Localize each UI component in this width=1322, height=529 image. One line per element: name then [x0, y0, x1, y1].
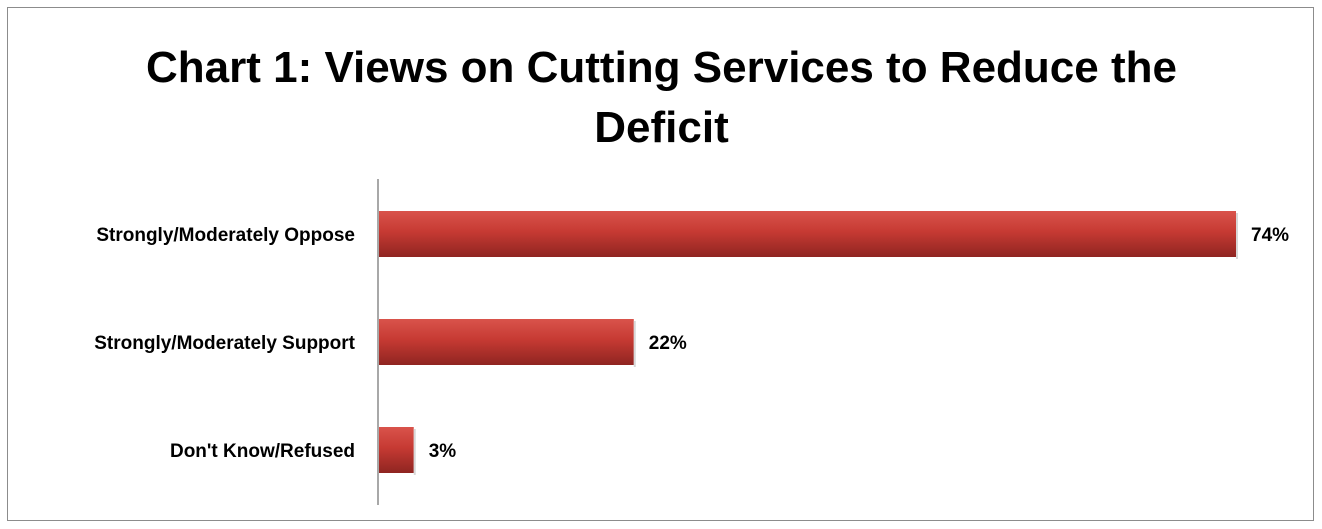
value-label-2: 3% [429, 441, 457, 462]
chart-title-line-2: Deficit [594, 103, 729, 152]
value-label-1: 22% [649, 333, 687, 354]
value-label-0: 74% [1251, 225, 1289, 246]
bar-shadow-0 [1236, 213, 1238, 259]
bar-shadow-2 [413, 429, 416, 475]
chart-title-line-1: Chart 1: Views on Cutting Services to Re… [146, 43, 1177, 92]
chart-title: Chart 1: Views on Cutting Services to Re… [8, 38, 1315, 158]
bar-shadow-1 [633, 321, 636, 367]
category-label-2: Don't Know/Refused [170, 441, 355, 462]
bars-layer: Strongly/Moderately Oppose 74% Strongly/Mo… [94, 211, 1289, 475]
chart-frame: Chart 1: Views on Cutting Services to Re… [7, 7, 1314, 521]
bar-2 [379, 427, 414, 473]
bar-0 [379, 211, 1236, 257]
category-label-0: Strongly/Moderately Oppose [96, 225, 355, 246]
bar-1 [379, 319, 634, 365]
category-label-1: Strongly/Moderately Support [94, 333, 355, 354]
